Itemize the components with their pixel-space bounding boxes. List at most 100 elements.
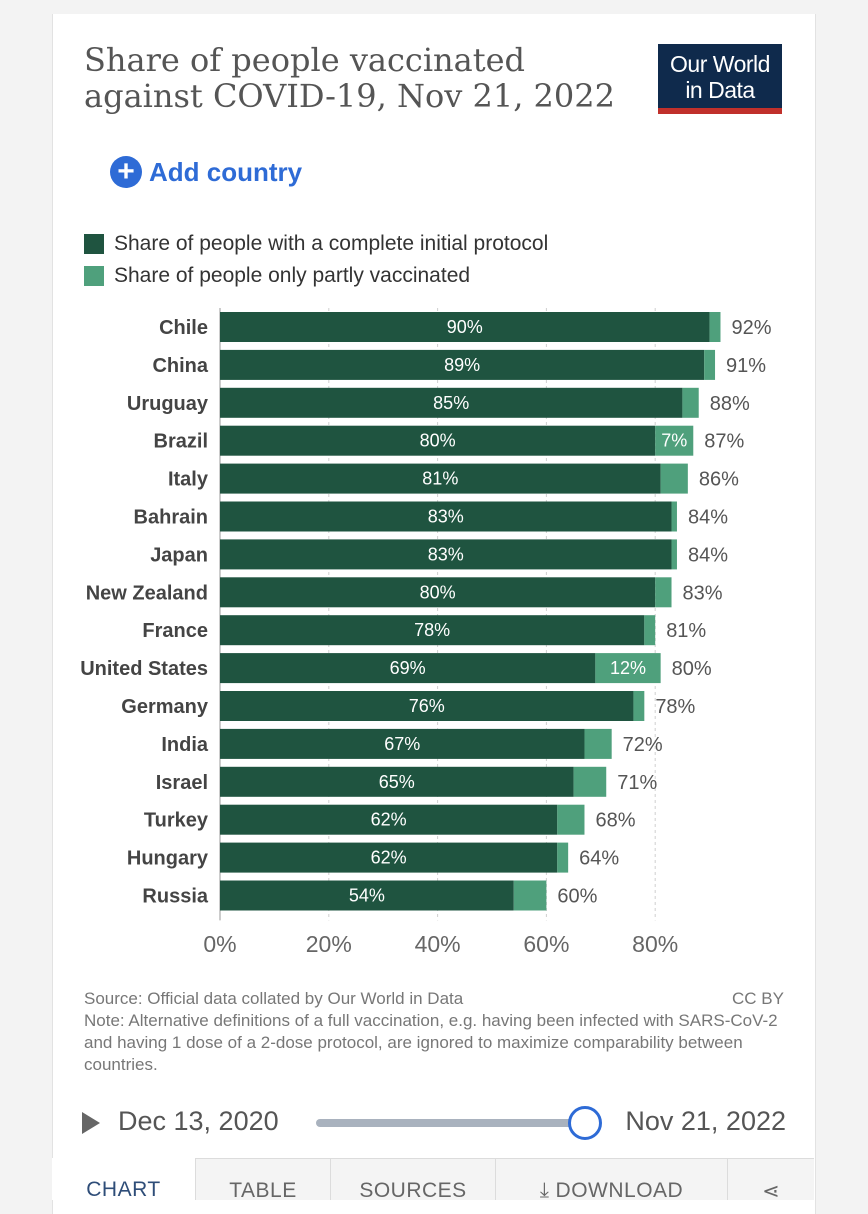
- plus-circle-icon: +: [110, 156, 142, 188]
- legend-swatch-complete: [84, 234, 104, 254]
- add-country-button[interactable]: + Add country: [110, 156, 302, 188]
- bar-partial: [557, 804, 585, 835]
- bar-partial: [584, 728, 612, 759]
- legend-label-partial: Share of people only partly vaccinated: [114, 264, 471, 287]
- bar-complete: [220, 463, 661, 494]
- bar-partial: [644, 615, 656, 646]
- bar-complete: [220, 387, 683, 418]
- bar-value-label: 80%: [420, 431, 456, 451]
- total-label: 80%: [672, 658, 712, 680]
- logo-line-1: Our World: [670, 51, 770, 77]
- category-label: Italy: [168, 469, 209, 491]
- timeline-start-label: Dec 13, 2020: [118, 1106, 279, 1136]
- category-label: China: [152, 355, 208, 377]
- bar-value-label: 85%: [433, 393, 469, 413]
- category-label: Russia: [142, 886, 208, 908]
- bar-complete: [220, 501, 672, 532]
- x-tick-label: 0%: [203, 931, 236, 957]
- bar-value-label: 80%: [420, 582, 456, 602]
- chart-card: [52, 14, 816, 1214]
- bar-partial: [704, 349, 716, 380]
- bar-value-label: 65%: [379, 772, 415, 792]
- bar-complete: [220, 880, 514, 911]
- bar-partial: [557, 842, 569, 873]
- bar-complete: [220, 349, 705, 380]
- bar-chart: 0% 20% 40% 60% 80% Chile 90% 92% China 89% 91% Urug…: [80, 308, 772, 957]
- legend-label-complete: Share of people with a complete initial …: [114, 232, 549, 255]
- total-label: 60%: [557, 886, 597, 908]
- timeline-track[interactable]: [316, 1119, 586, 1127]
- category-label: Germany: [121, 696, 209, 718]
- total-label: 87%: [704, 431, 744, 453]
- total-label: 64%: [579, 848, 619, 870]
- tab-sources-label: SOURCES: [359, 1179, 467, 1202]
- bar-partial: [595, 653, 661, 684]
- license-text[interactable]: CC BY: [732, 989, 784, 1008]
- total-label: 71%: [617, 772, 657, 794]
- owid-logo[interactable]: Our World in Data: [658, 44, 782, 114]
- legend: Share of people with a complete initial …: [84, 228, 548, 292]
- total-label: 78%: [655, 696, 695, 718]
- legend-swatch-partial: [84, 266, 104, 286]
- bar-value-label: 67%: [384, 734, 420, 754]
- category-label: Turkey: [144, 810, 209, 832]
- timeline: Dec 13, 2020 Nov 21, 2022: [80, 1100, 790, 1144]
- share-icon: ⋖: [761, 1180, 781, 1203]
- bar-partial: [513, 880, 547, 911]
- category-label: Uruguay: [127, 393, 209, 415]
- category-label: Japan: [150, 544, 208, 566]
- tab-share[interactable]: ⋖: [727, 1158, 814, 1203]
- bar-complete: [220, 804, 558, 835]
- category-label: Israel: [156, 772, 208, 794]
- bar-complete: [220, 312, 710, 342]
- add-country-label: Add country: [149, 156, 303, 187]
- category-label: New Zealand: [86, 582, 208, 604]
- category-label: Chile: [159, 317, 208, 339]
- timeline-handle[interactable]: [568, 1106, 602, 1140]
- tab-chart[interactable]: CHART: [52, 1158, 195, 1201]
- total-label: 72%: [623, 734, 663, 756]
- bar-partial: [671, 539, 677, 570]
- bar-partial: [655, 577, 672, 608]
- bar-partial: [655, 425, 694, 456]
- bar-partial: [709, 312, 721, 342]
- category-label: Brazil: [154, 431, 208, 453]
- bar-complete: [220, 728, 585, 759]
- total-label: 91%: [726, 355, 766, 377]
- bar-partial: [682, 387, 699, 418]
- category-label: India: [161, 734, 209, 756]
- tab-sources[interactable]: SOURCES: [330, 1158, 495, 1202]
- bar-value-label: 78%: [414, 620, 450, 640]
- note-text: Note: Alternative definitions of a full …: [84, 1011, 778, 1074]
- bar-value-label: 90%: [447, 317, 483, 337]
- tab-bar: CHART TABLE SOURCES ⤓ DOWNLOAD ⋖: [52, 1158, 814, 1203]
- legend-item-partial[interactable]: Share of people only partly vaccinated: [84, 260, 548, 292]
- tab-download[interactable]: ⤓ DOWNLOAD: [495, 1158, 727, 1202]
- bar-complete: [220, 766, 574, 797]
- download-icon: ⤓: [539, 1179, 550, 1202]
- bar-complete: [220, 539, 672, 570]
- category-label: France: [142, 620, 208, 642]
- tab-download-label: DOWNLOAD: [555, 1179, 684, 1202]
- play-icon[interactable]: [82, 1112, 100, 1134]
- total-label: 88%: [710, 393, 750, 415]
- total-label: 81%: [666, 620, 706, 642]
- bar-partial-label: 7%: [661, 431, 687, 451]
- logo-line-2: in Data: [685, 77, 755, 103]
- bar-complete: [220, 653, 596, 684]
- legend-item-complete[interactable]: Share of people with a complete initial …: [84, 228, 548, 260]
- bar-partial-label: 12%: [610, 658, 646, 678]
- chart-notes: Source: Official data collated by Our Wo…: [84, 988, 784, 1076]
- source-text: Source: Official data collated by Our Wo…: [84, 989, 464, 1008]
- tab-table[interactable]: TABLE: [195, 1158, 330, 1202]
- bar-value-label: 81%: [422, 469, 458, 489]
- category-label: United States: [80, 658, 208, 680]
- bar-value-label: 62%: [371, 848, 407, 868]
- timeline-end-label: Nov 21, 2022: [625, 1106, 786, 1136]
- bar-partial: [573, 766, 607, 797]
- category-label: Bahrain: [134, 507, 208, 529]
- x-tick-label: 40%: [415, 931, 461, 957]
- total-label: 86%: [699, 469, 739, 491]
- total-label: 68%: [595, 810, 635, 832]
- bar-complete: [220, 691, 634, 721]
